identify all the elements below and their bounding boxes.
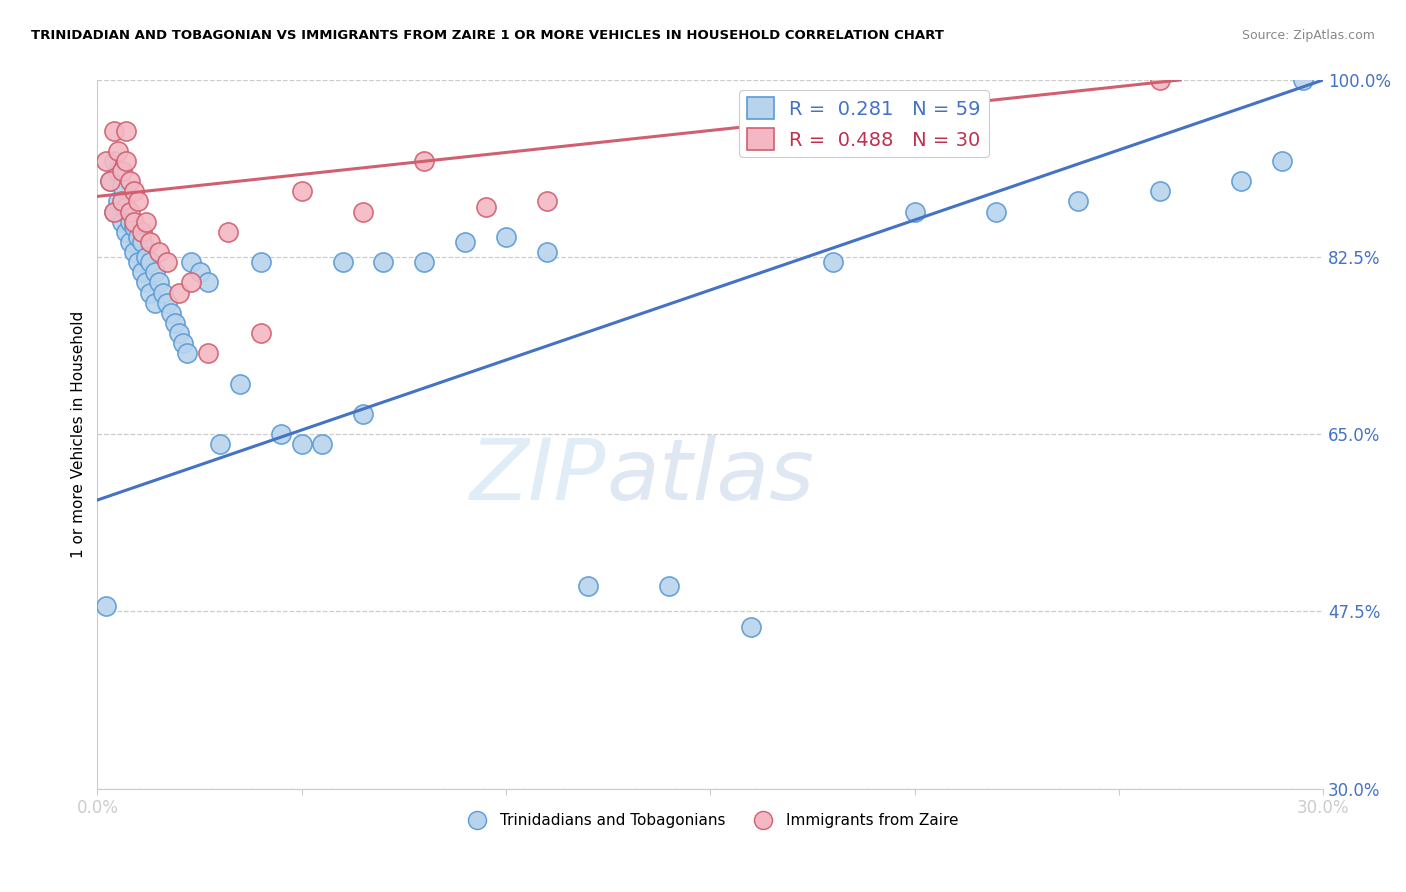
Point xyxy=(1230,174,1253,188)
Text: atlas: atlas xyxy=(606,435,814,518)
Point xyxy=(131,235,153,249)
Point xyxy=(118,215,141,229)
Point xyxy=(373,255,395,269)
Point xyxy=(122,219,145,234)
Point xyxy=(1149,184,1171,198)
Point xyxy=(127,194,149,209)
Point xyxy=(148,276,170,290)
Point xyxy=(986,204,1008,219)
Point xyxy=(270,427,292,442)
Point xyxy=(118,204,141,219)
Point xyxy=(208,437,231,451)
Point xyxy=(111,215,134,229)
Point xyxy=(94,153,117,168)
Point xyxy=(249,255,271,269)
Point xyxy=(103,123,125,137)
Point xyxy=(176,346,198,360)
Point xyxy=(135,215,157,229)
Point xyxy=(103,204,125,219)
Point xyxy=(127,255,149,269)
Point xyxy=(98,174,121,188)
Point xyxy=(180,255,202,269)
Point xyxy=(94,599,117,614)
Point xyxy=(98,174,121,188)
Point xyxy=(135,276,157,290)
Point xyxy=(180,276,202,290)
Point xyxy=(352,204,374,219)
Point xyxy=(413,255,436,269)
Point xyxy=(311,437,333,451)
Point xyxy=(332,255,354,269)
Point xyxy=(156,295,179,310)
Point xyxy=(127,230,149,244)
Point xyxy=(495,230,517,244)
Point xyxy=(536,245,558,260)
Point xyxy=(156,255,179,269)
Point xyxy=(115,123,138,137)
Point xyxy=(115,225,138,239)
Point xyxy=(291,184,314,198)
Point xyxy=(172,336,194,351)
Point xyxy=(131,265,153,279)
Point xyxy=(454,235,477,249)
Point xyxy=(1292,73,1315,87)
Point xyxy=(135,250,157,264)
Point xyxy=(197,346,219,360)
Point xyxy=(111,164,134,178)
Point xyxy=(103,153,125,168)
Point xyxy=(111,194,134,209)
Point xyxy=(217,225,239,239)
Y-axis label: 1 or more Vehicles in Household: 1 or more Vehicles in Household xyxy=(72,310,86,558)
Text: TRINIDADIAN AND TOBAGONIAN VS IMMIGRANTS FROM ZAIRE 1 OR MORE VEHICLES IN HOUSEH: TRINIDADIAN AND TOBAGONIAN VS IMMIGRANTS… xyxy=(31,29,943,42)
Point xyxy=(122,215,145,229)
Point xyxy=(197,276,219,290)
Point xyxy=(821,255,844,269)
Point xyxy=(111,179,134,194)
Point xyxy=(474,200,496,214)
Point xyxy=(1067,194,1090,209)
Point xyxy=(740,619,762,633)
Text: ZIP: ZIP xyxy=(470,435,606,518)
Point xyxy=(103,204,125,219)
Point xyxy=(143,265,166,279)
Point xyxy=(139,285,162,300)
Point xyxy=(163,316,186,330)
Point xyxy=(115,153,138,168)
Point xyxy=(131,225,153,239)
Point xyxy=(167,285,190,300)
Point xyxy=(148,245,170,260)
Point xyxy=(122,245,145,260)
Point xyxy=(139,255,162,269)
Point xyxy=(167,326,190,340)
Point xyxy=(118,235,141,249)
Point xyxy=(143,295,166,310)
Point xyxy=(115,200,138,214)
Point xyxy=(291,437,314,451)
Point xyxy=(160,306,183,320)
Point xyxy=(107,144,129,158)
Point xyxy=(576,579,599,593)
Point xyxy=(536,194,558,209)
Point xyxy=(229,376,252,391)
Point xyxy=(188,265,211,279)
Point xyxy=(118,174,141,188)
Point xyxy=(152,285,174,300)
Point xyxy=(352,407,374,421)
Point xyxy=(1271,153,1294,168)
Point xyxy=(122,184,145,198)
Point xyxy=(1149,73,1171,87)
Point xyxy=(139,235,162,249)
Text: Source: ZipAtlas.com: Source: ZipAtlas.com xyxy=(1241,29,1375,42)
Legend: Trinidadians and Tobagonians, Immigrants from Zaire: Trinidadians and Tobagonians, Immigrants… xyxy=(456,806,965,834)
Point xyxy=(107,194,129,209)
Point xyxy=(413,153,436,168)
Point xyxy=(107,164,129,178)
Point xyxy=(249,326,271,340)
Point xyxy=(903,204,925,219)
Point xyxy=(658,579,681,593)
